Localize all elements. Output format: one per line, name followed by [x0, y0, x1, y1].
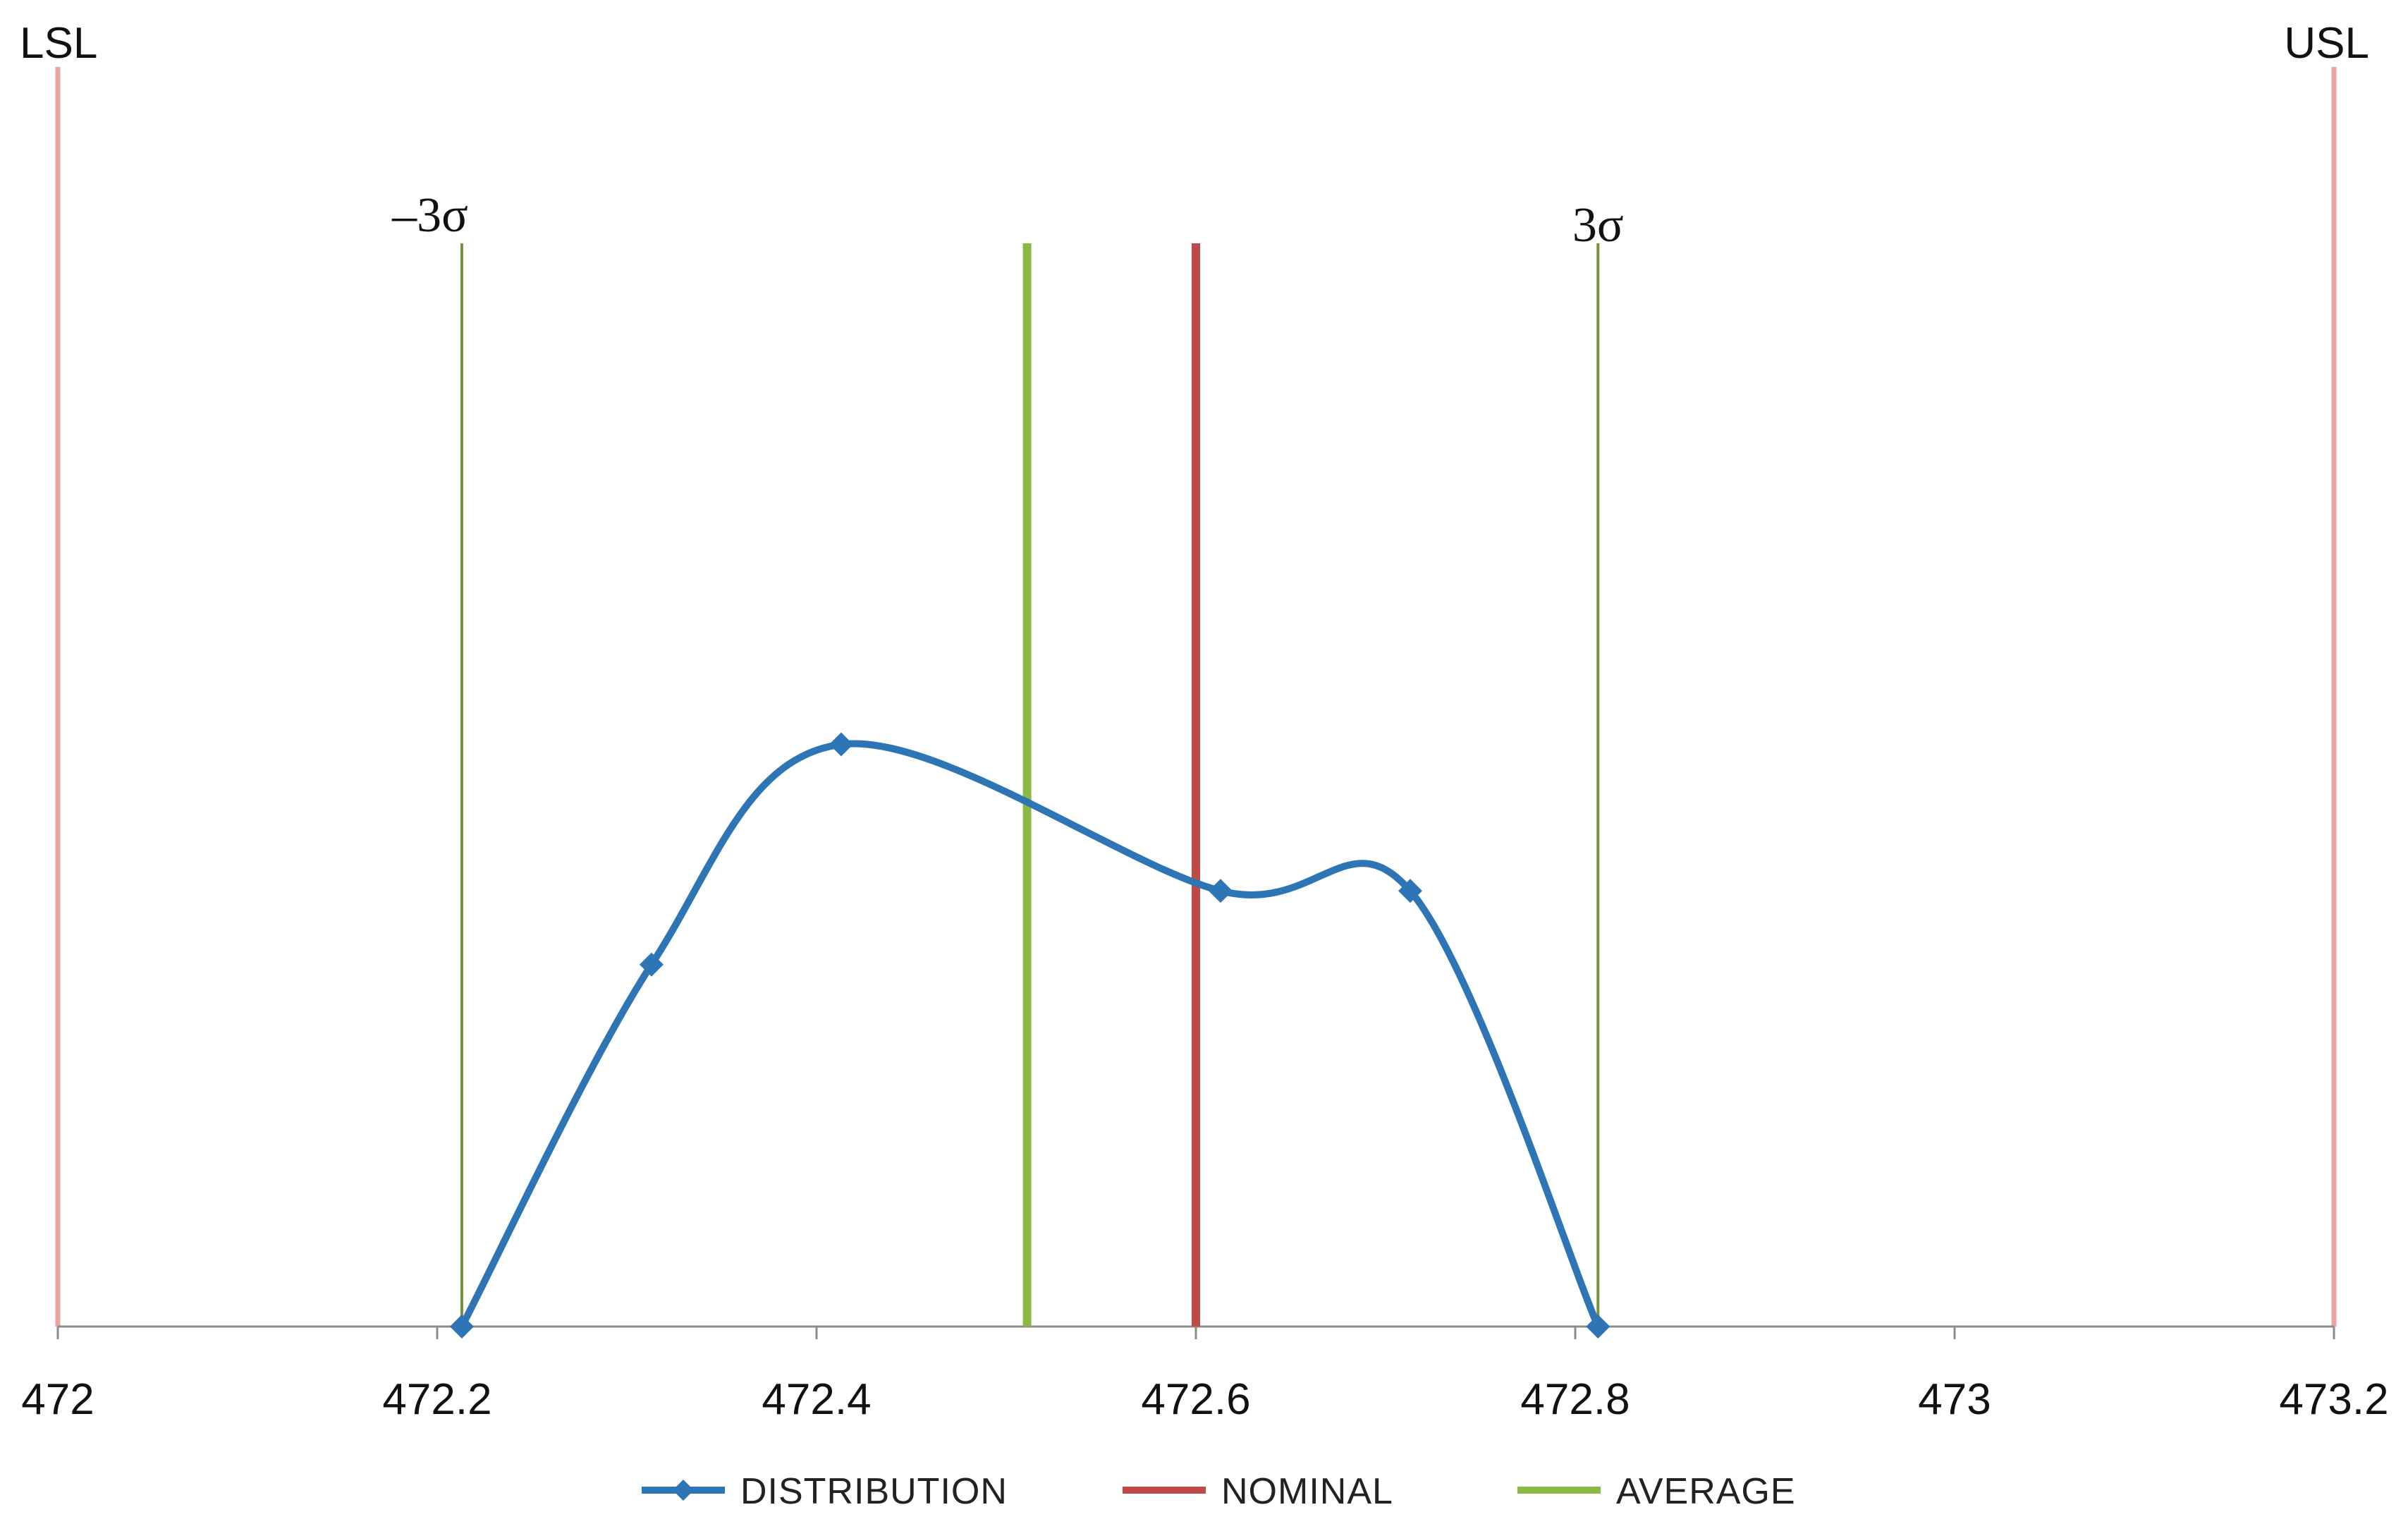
x-tick-label: 473.2	[2279, 1375, 2388, 1424]
distribution-point	[829, 732, 853, 757]
usl-label: USL	[2284, 19, 2369, 68]
reference-line-layer: –3σ 3σ	[391, 188, 1624, 1327]
x-tick-label: 473	[1918, 1375, 1991, 1424]
distribution-point	[1208, 879, 1233, 903]
legend-label: DISTRIBUTION	[740, 1471, 1008, 1512]
x-axis: 472 472.2 472.4 472.6 472.8 473 473.2	[21, 1325, 2389, 1424]
distribution-point	[1398, 879, 1422, 903]
x-tick-label: 472.4	[762, 1375, 871, 1424]
distribution-point	[639, 952, 664, 977]
legend-marker	[673, 1480, 694, 1501]
x-tick-label: 472.8	[1520, 1375, 1630, 1424]
distribution-point	[449, 1315, 474, 1339]
legend: DISTRIBUTION NOMINAL AVERAGE	[642, 1471, 1796, 1512]
x-tick-label: 472.6	[1141, 1375, 1250, 1424]
legend-label: NOMINAL	[1221, 1471, 1393, 1512]
legend-label: AVERAGE	[1616, 1471, 1796, 1512]
lsl-label: LSL	[20, 19, 97, 68]
spec-limit-layer: LSL USL	[20, 19, 2369, 1327]
x-tick-label: 472	[21, 1375, 94, 1424]
minus3sigma-label: –3σ	[391, 188, 468, 243]
series-layer	[449, 732, 1611, 1339]
plus3sigma-label: 3σ	[1572, 198, 1624, 252]
distribution-point	[1586, 1315, 1611, 1339]
x-tick-label: 472.2	[382, 1375, 491, 1424]
distribution-line	[458, 740, 1601, 1329]
